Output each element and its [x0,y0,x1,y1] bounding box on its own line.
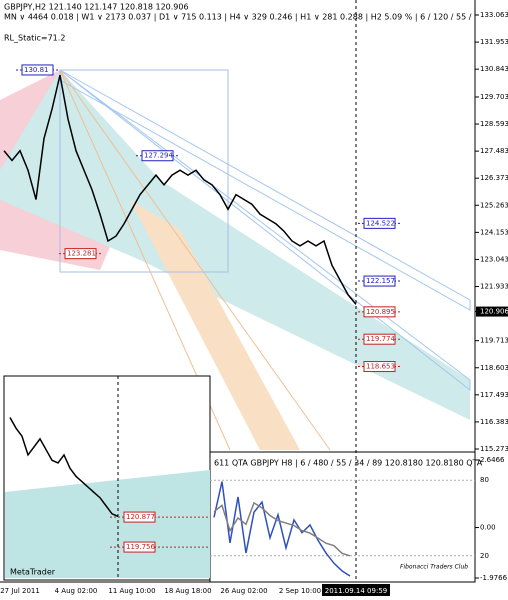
level-box [123,511,156,523]
y-tick-label: 129.703 [480,93,508,101]
y-tick-label: 133.063 [480,11,508,19]
y-tick-label: 120.906 [480,308,508,316]
level-label: 118.653 [366,363,395,371]
y-tick-label: 130.843 [480,65,508,73]
price-line [3,74,357,305]
y-tick-label: 124.153 [480,228,508,236]
level-label: 120.877 [126,513,155,521]
level-box [363,217,396,229]
y-tick-label: -1.9766 [480,574,508,582]
level-box [123,541,156,553]
x-tick-label: 18 Aug 18:00 [164,587,211,595]
y-tick-label: 115.273 [480,445,508,453]
y-tick-label: 118.603 [480,364,508,372]
annotation: Fibonacci Traders Club [400,564,468,571]
level-label: 130.81 [24,66,49,74]
x-tick-label: 4 Aug 02:00 [55,587,98,595]
x-tick-label: 27 Jul 2011 [0,587,40,595]
level-label: 127.294 [144,152,173,160]
y-tick-label: 126.373 [480,174,508,182]
level-box [21,64,54,76]
y-tick-label: 128.593 [480,120,508,128]
y2-tick-label: 20 [480,552,489,560]
annotation: MetaTrader [10,568,56,577]
price-tag [476,306,508,317]
y-tick-label: 121.933 [480,283,508,291]
level-box [64,248,97,260]
level-label: 122.157 [366,277,395,285]
level-box [363,333,396,345]
chart-title: 611 QTA GBPJPY H8 | 6 / 480 / 55 / 34 / … [214,459,483,468]
level-box [141,150,174,162]
y-tick-label: 119.713 [480,337,508,345]
level-label: 119.774 [366,335,395,343]
time-tag [322,584,390,596]
y-tick-label: 117.493 [480,391,508,399]
price-line [213,501,351,557]
y-tick-label: 123.043 [480,255,508,263]
price-line [9,417,119,518]
level-label: 119.756 [126,543,155,551]
y-tick-label: 125.263 [480,201,508,209]
level-label: 124.522 [366,219,395,227]
fan-decor [0,69,471,451]
y-tick-label: 2.6466 [480,456,505,464]
x-tick-label: 11 Aug 10:00 [108,587,155,595]
chart-title: GBPJPY,H2 121.140 121.147 120.818 120.90… [4,3,189,12]
subtitle: MN ∨ 4464 0.018 | W1 ∨ 2173 0.037 | D1 ∨… [4,13,472,22]
level-box [363,306,396,318]
x-tick-label: 2 Sep 10:00 [279,587,321,595]
level-label: 120.895 [366,308,395,316]
y-tick-label: 127.483 [480,147,508,155]
y-tick-label: 116.383 [480,418,508,426]
annotation: RL_Static=71.2 [4,34,65,43]
x-tick-label: 2011.09.14 09:59 [325,587,387,595]
level-box [363,275,396,287]
y2-tick-label: 80 [480,476,489,484]
oscillator-panel [209,451,476,583]
level-box [363,361,396,373]
y-tick-label: 0.00 [480,524,496,532]
price-line [213,481,351,577]
x-tick-label: 26 Aug 02:00 [220,587,267,595]
inset-band [5,470,210,578]
y-tick-label: 131.953 [480,38,508,46]
level-label: 123.281 [67,250,96,258]
